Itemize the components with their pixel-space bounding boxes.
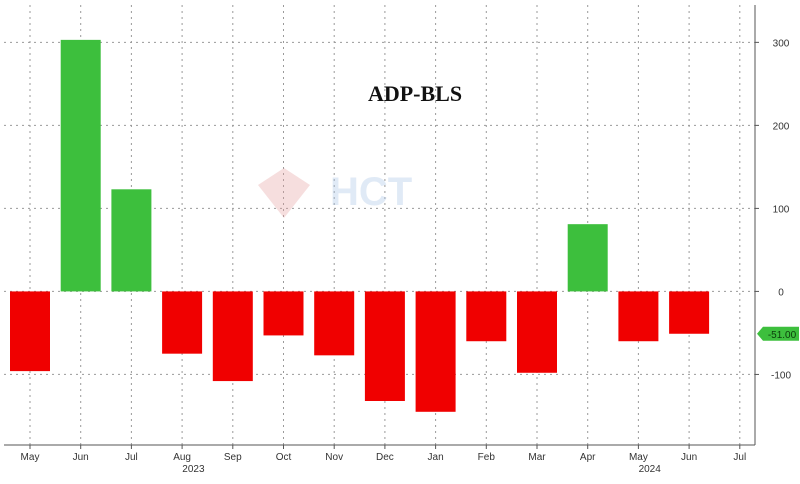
bar [111,189,152,292]
y-tick-label: 0 [778,287,784,298]
x-tick-label: May [21,452,40,463]
x-tick-label: May [629,452,648,463]
x-tick-label: Jun [73,452,89,463]
x-tick-label: Oct [276,452,292,463]
watermark-diamond-icon [258,168,310,218]
y-tick-label: 100 [773,204,790,215]
y-tick-label: 300 [773,38,790,49]
y-tick-label: 200 [773,121,790,132]
x-tick-label: Nov [325,452,343,463]
x-tick-label: Mar [528,452,546,463]
bars [10,39,710,412]
year-label: 2023 [182,464,205,475]
chart-title: ADP-BLS [368,81,462,106]
bar [212,291,253,382]
last-value-label: -51.00 [768,330,797,341]
bar [415,291,456,412]
axes: -100 0 100 200 300 May Jun Jul Aug Sep Oct Nov Dec Ja… [4,5,791,475]
last-value-marker [757,326,799,341]
last-value-badge: -51.00 [757,326,799,341]
y-tick-label: -100 [771,370,791,381]
bar [364,291,405,401]
x-tick-label: Jul [125,452,138,463]
x-tick-label: Aug [173,452,191,463]
x-tick-label: Jan [428,452,444,463]
bar [10,291,50,372]
bar [517,291,557,373]
bar [162,291,203,354]
x-tick-label: Feb [478,452,496,463]
watermark-logo: HCT [258,168,412,218]
bar [669,291,710,334]
bar [466,291,507,342]
x-tick-label: Apr [580,452,596,463]
x-tick-label: Jul [733,452,746,463]
bar [60,39,101,292]
bar [314,291,355,356]
x-tick-label: Dec [376,452,394,463]
bar [567,224,608,292]
x-tick-label: Jun [681,452,697,463]
grid-lines [4,5,755,445]
x-tick-label: Sep [224,452,242,463]
bar [618,291,659,342]
watermark-text: HCT [330,170,412,214]
bar [263,291,304,336]
year-label: 2024 [639,464,662,475]
